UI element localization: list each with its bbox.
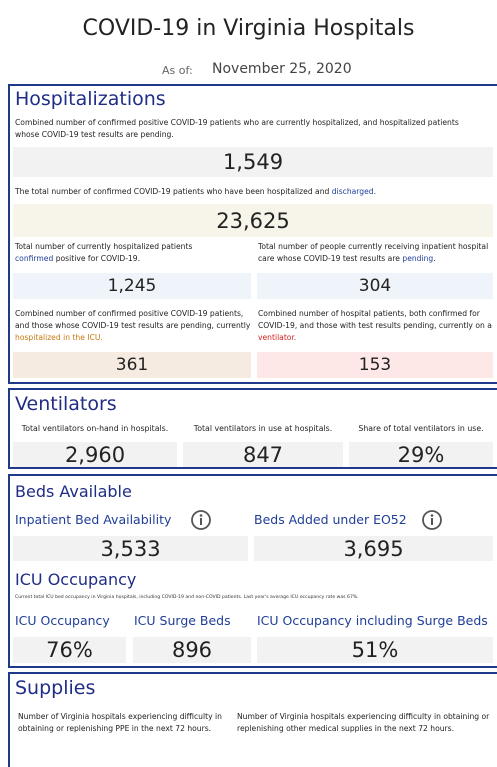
metric-label: Total ventilators in use at hospitals. [193,424,333,433]
metric-value: 2,960 [13,442,177,467]
metric-value: 847 [183,442,343,467]
metric-label: Inpatient Bed Availability [15,512,172,527]
description: The total number of confirmed COVID-19 p… [15,186,485,198]
beds-panel [8,474,497,668]
supplies-panel [8,672,497,767]
metric-value: 153 [257,352,493,378]
text: Combined number of confirmed positive CO… [15,309,251,330]
metric-label: ICU Occupancy including Surge Beds [257,613,488,628]
hospitalizations-panel [8,84,497,384]
description: Total number of currently hospitalized p… [15,241,215,265]
info-icon[interactable] [190,509,212,531]
note: Current total ICU bed occupancy in Virgi… [15,595,359,600]
page-title: COVID-19 in Virginia Hospitals [82,16,415,41]
metric-value: 896 [133,637,251,663]
ventilators-panel [8,388,497,469]
text: The total number of confirmed COVID-19 p… [15,187,332,196]
metric-value: 1,245 [13,273,251,299]
metric-label: Beds Added under EO52 [254,512,407,527]
as-of-date: November 25, 2020 [212,61,352,77]
description: Combined number of confirmed positive CO… [15,308,251,344]
text: Total number of currently hospitalized p… [15,242,193,251]
highlight: discharged [331,187,374,196]
metric-label: Total ventilators on-hand in hospitals. [21,424,169,433]
section-title: Beds Available [15,482,132,501]
description: Combined number of confirmed positive CO… [15,118,459,139]
metric-value: 361 [13,352,251,378]
text: . [433,254,436,263]
metric-label: Share of total ventilators in use. [358,424,484,433]
text: Combined number of hospital patients, bo… [258,309,492,330]
metric-value: 29% [349,442,493,467]
highlight: pending [402,254,434,263]
metric-value: 76% [13,637,126,663]
metric-value: 51% [257,637,493,663]
highlight: hospitalized in the ICU [15,333,101,342]
text: Total number of people currently receivi… [258,242,489,263]
section-title: Ventilators [15,393,117,415]
metric-value: 3,695 [254,536,493,561]
section-title: ICU Occupancy [15,570,137,589]
description: Number of Virginia hospitals experiencin… [18,712,222,733]
highlight: confirmed [15,254,54,263]
description: Number of Virginia hospitals experiencin… [237,712,490,733]
metric-label: ICU Occupancy [15,613,110,628]
metric-value: 304 [257,273,493,299]
info-icon[interactable] [421,509,443,531]
metric-value: 3,533 [13,536,248,561]
section-title: Supplies [15,677,96,699]
as-of-label: As of: [162,64,193,77]
metric-label: ICU Surge Beds [134,613,231,628]
section-title: Hospitalizations [15,88,166,110]
metric-value: 23,625 [13,204,493,237]
description: Combined number of hospital patients, bo… [258,308,492,344]
description: Total number of people currently receivi… [258,241,490,265]
highlight: ventilator [258,333,294,342]
text: . [373,187,377,196]
text: . [100,333,103,342]
text: . [293,333,297,342]
metric-value: 1,549 [13,147,493,177]
text: positive for COVID-19. [53,254,141,263]
